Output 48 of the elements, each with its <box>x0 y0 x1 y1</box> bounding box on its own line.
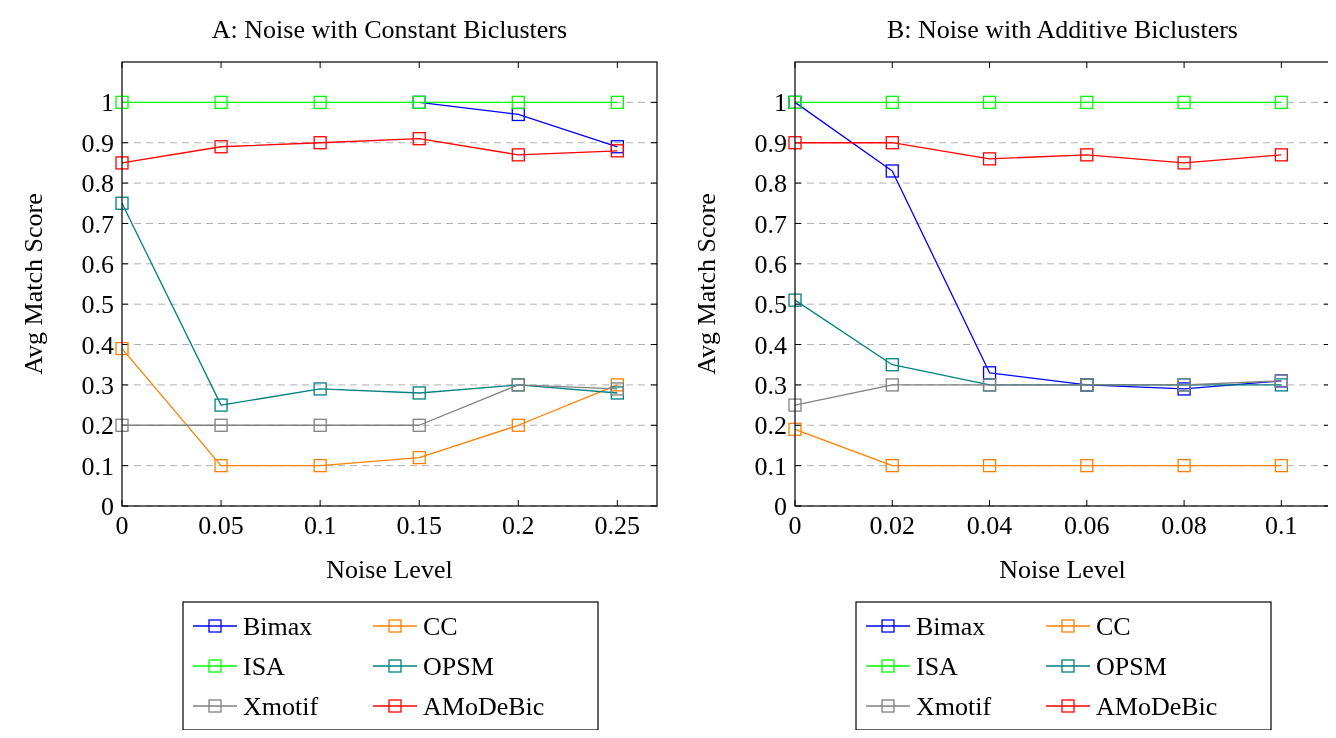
y-tick-label: 0.6 <box>754 249 787 279</box>
chart-title: A: Noise with Constant Biclusters <box>211 15 568 44</box>
x-tick-label: 0.2 <box>502 511 535 540</box>
legend-label: Xmotif <box>243 692 319 722</box>
chart-title: B: Noise with Additive Biclusters <box>887 15 1238 44</box>
y-tick-label: 0.4 <box>754 330 787 360</box>
x-tick-label: 0.25 <box>594 511 641 540</box>
legend-label: Bimax <box>916 612 986 642</box>
legend-label: AMoDeBic <box>1096 692 1218 722</box>
legend-label: ISA <box>916 652 959 682</box>
x-axis-title: Noise Level <box>999 555 1126 584</box>
y-tick-label: 0.5 <box>754 290 787 320</box>
y-tick-label: 0.7 <box>754 209 787 239</box>
legend-label: CC <box>423 612 458 642</box>
y-tick-label: 0.3 <box>754 371 787 401</box>
x-tick-label: 0.04 <box>966 511 1013 540</box>
x-tick-label: 0.1 <box>303 511 337 540</box>
x-tick-label: 0.05 <box>198 511 244 540</box>
legend-label: OPSM <box>1096 652 1167 682</box>
y-axis-title: Avg Match Score <box>19 193 48 375</box>
y-tick-label: 1 <box>101 88 114 118</box>
y-tick-label: 0.9 <box>81 128 114 158</box>
legend-label: AMoDeBic <box>423 692 545 722</box>
y-tick-label: 0.2 <box>81 411 114 441</box>
y-axis-title: Avg Match Score <box>692 193 721 375</box>
y-tick-label: 0.6 <box>81 249 114 279</box>
y-tick-label: 0.8 <box>81 169 114 199</box>
y-tick-label: 0.8 <box>754 169 787 199</box>
y-tick-label: 1 <box>774 88 787 118</box>
x-tick-label: 0.15 <box>396 511 442 540</box>
legend-label: CC <box>1096 612 1131 642</box>
legend-label: OPSM <box>423 652 494 682</box>
y-tick-label: 0.5 <box>81 290 114 320</box>
x-tick-label: 0.06 <box>1064 511 1110 540</box>
y-tick-label: 0.3 <box>81 371 114 401</box>
legend-label: Bimax <box>243 612 313 642</box>
x-axis-title: Noise Level <box>326 555 453 584</box>
x-tick-label: 0.02 <box>869 511 916 540</box>
y-tick-label: 0.1 <box>81 451 114 481</box>
y-tick-label: 0.1 <box>754 451 787 481</box>
y-tick-label: 0.4 <box>81 330 114 360</box>
y-tick-label: 0.7 <box>81 209 114 239</box>
x-tick-label: 0.08 <box>1161 511 1207 540</box>
y-tick-label: 0.9 <box>754 128 787 158</box>
legend-label: ISA <box>243 652 286 682</box>
x-tick-label: 0.1 <box>1265 511 1298 540</box>
y-tick-label: 0.2 <box>754 411 787 441</box>
legend-label: Xmotif <box>916 692 992 722</box>
